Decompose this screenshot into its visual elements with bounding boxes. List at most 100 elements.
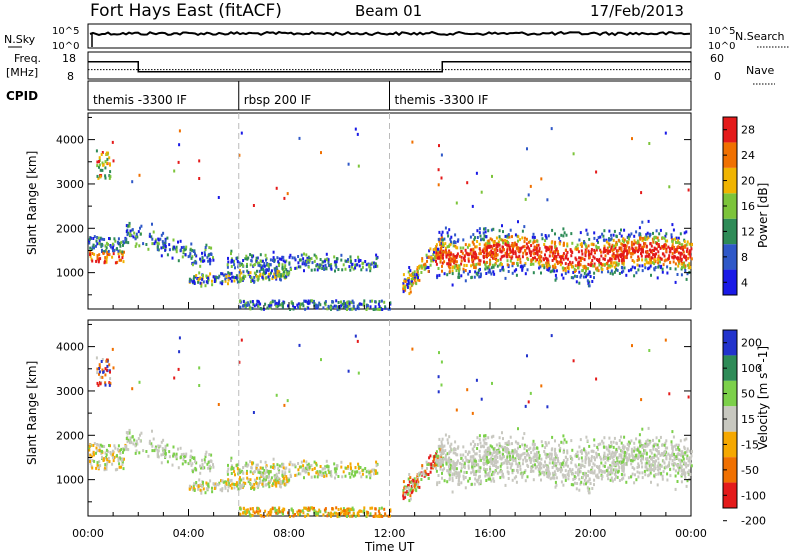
data-cell — [638, 233, 641, 237]
data-cell — [529, 184, 532, 188]
data-cell — [445, 251, 448, 255]
data-cell — [359, 466, 362, 469]
data-cell — [601, 470, 604, 474]
data-cell — [650, 258, 652, 262]
data-cell — [446, 438, 449, 442]
data-cell — [517, 220, 519, 224]
data-cell — [470, 471, 473, 475]
data-cell — [239, 264, 242, 268]
data-cell — [622, 253, 625, 257]
data-cell — [611, 461, 614, 465]
data-cell — [557, 252, 560, 256]
data-cell — [501, 238, 504, 242]
data-cell — [467, 460, 470, 464]
data-cell — [527, 465, 530, 468]
data-cell — [104, 466, 107, 470]
data-cell — [133, 231, 136, 235]
data-cell — [624, 255, 627, 259]
data-cell — [109, 382, 112, 386]
data-cell — [624, 246, 627, 250]
data-cell — [554, 245, 557, 249]
data-cell — [310, 475, 313, 479]
data-cell — [354, 263, 357, 267]
data-cell — [682, 457, 685, 461]
data-cell — [402, 497, 405, 501]
data-cell — [655, 454, 658, 458]
data-cell — [538, 249, 541, 253]
data-cell — [488, 475, 491, 479]
data-cell — [483, 260, 485, 264]
data-cell — [369, 473, 372, 477]
data-cell — [687, 463, 690, 467]
data-cell — [460, 259, 463, 263]
data-cell — [585, 473, 588, 477]
data-cell — [686, 447, 689, 451]
data-cell — [335, 506, 338, 510]
data-cell — [327, 261, 330, 265]
data-cell — [108, 156, 111, 160]
data-cell — [308, 466, 311, 469]
data-cell — [160, 440, 163, 444]
data-cell — [344, 259, 347, 263]
data-cell — [668, 185, 671, 189]
data-cell — [507, 270, 510, 273]
data-cell — [487, 265, 490, 268]
data-cell — [112, 459, 115, 463]
data-cell — [546, 198, 549, 202]
data-cell — [605, 469, 608, 473]
data-cell — [265, 268, 268, 272]
data-cell — [608, 258, 611, 262]
data-cell — [538, 469, 541, 473]
data-cell — [261, 466, 264, 470]
data-cell — [621, 242, 624, 246]
data-cell — [638, 264, 641, 268]
data-cell — [313, 506, 315, 510]
data-cell — [256, 269, 258, 273]
data-cell — [492, 270, 495, 274]
data-cell — [567, 474, 570, 478]
data-cell — [111, 140, 114, 144]
data-cell — [365, 470, 368, 474]
data-cell — [117, 252, 120, 256]
data-cell — [657, 450, 660, 454]
data-cell — [188, 484, 191, 488]
data-cell — [548, 254, 551, 258]
data-cell — [609, 470, 612, 474]
data-cell — [164, 452, 167, 455]
data-cell — [589, 263, 592, 267]
data-cell — [192, 457, 195, 460]
data-cell — [525, 453, 528, 457]
data-cell — [528, 247, 531, 251]
data-cell — [156, 248, 159, 252]
data-cell — [297, 462, 300, 465]
data-cell — [625, 273, 628, 277]
data-cell — [480, 273, 482, 277]
data-cell — [640, 191, 643, 195]
data-cell — [567, 470, 570, 473]
data-cell — [453, 448, 455, 451]
data-cell — [449, 444, 452, 448]
data-cell — [588, 284, 591, 288]
data-cell — [640, 461, 643, 465]
data-cell — [206, 462, 209, 466]
data-cell — [175, 452, 178, 456]
data-cell — [479, 248, 482, 252]
data-cell — [349, 508, 352, 512]
data-cell — [114, 446, 117, 450]
data-cell — [237, 487, 240, 491]
data-cell — [275, 508, 278, 512]
data-cell — [603, 229, 606, 233]
data-cell — [317, 305, 320, 309]
data-cell — [305, 468, 308, 472]
data-cell — [322, 471, 325, 475]
data-cell — [524, 479, 527, 483]
data-cell — [300, 460, 303, 464]
data-cell — [209, 272, 212, 276]
data-cell — [227, 485, 230, 489]
data-cell — [404, 495, 407, 499]
data-cell — [579, 263, 582, 267]
data-cell — [533, 252, 536, 256]
data-cell — [101, 168, 104, 172]
data-cell — [517, 446, 519, 450]
